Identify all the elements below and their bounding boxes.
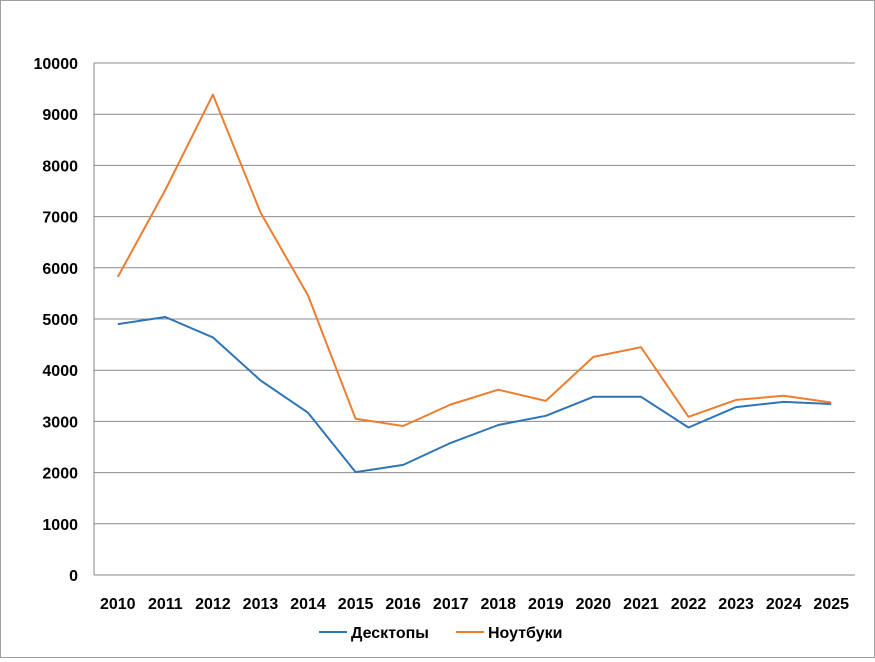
series-line-desktops bbox=[117, 316, 832, 474]
y-tick-label: 8000 bbox=[42, 158, 78, 175]
x-tick-label: 2019 bbox=[528, 596, 564, 613]
legend-label-desktops: Десктопы bbox=[351, 625, 429, 642]
x-axis-ticks: 2010 2011 2012 2013 2014 2015 2016 2017 2018 2019… bbox=[100, 596, 849, 613]
x-tick-label: 2023 bbox=[718, 596, 754, 613]
x-tick-label: 2021 bbox=[623, 596, 659, 613]
x-tick-label: 2022 bbox=[671, 596, 707, 613]
x-tick-label: 2024 bbox=[766, 596, 802, 613]
x-tick-label: 2013 bbox=[243, 596, 279, 613]
x-tick-label: 2010 bbox=[100, 596, 136, 613]
gridlines bbox=[93, 62, 855, 576]
y-tick-label: 0 bbox=[69, 568, 78, 585]
x-tick-label: 2012 bbox=[195, 596, 231, 613]
x-tick-label: 2016 bbox=[385, 596, 421, 613]
x-tick-label: 2015 bbox=[338, 596, 374, 613]
y-tick-label: 3000 bbox=[42, 414, 78, 431]
legend-label-laptops: Ноутбуки bbox=[488, 625, 562, 642]
legend: Десктопы Ноутбуки bbox=[319, 625, 562, 642]
y-tick-label: 9000 bbox=[42, 107, 78, 124]
x-tick-label: 2020 bbox=[576, 596, 612, 613]
y-tick-label: 1000 bbox=[42, 517, 78, 534]
series-lines bbox=[116, 93, 832, 474]
x-tick-label: 2017 bbox=[433, 596, 469, 613]
y-tick-label: 6000 bbox=[42, 261, 78, 278]
x-tick-label: 2011 bbox=[148, 596, 183, 613]
x-tick-label: 2014 bbox=[290, 596, 326, 613]
y-axis-ticks: 0 1000 2000 3000 4000 5000 6000 7000 8000 9000 100… bbox=[34, 56, 79, 585]
y-tick-label: 7000 bbox=[42, 210, 78, 227]
y-tick-label: 2000 bbox=[42, 466, 78, 483]
y-tick-label: 10000 bbox=[34, 56, 79, 73]
x-tick-label: 2025 bbox=[813, 596, 849, 613]
y-tick-label: 5000 bbox=[42, 312, 78, 329]
y-tick-label: 4000 bbox=[42, 363, 78, 380]
series-line-laptops bbox=[116, 93, 832, 427]
x-tick-label: 2018 bbox=[480, 596, 516, 613]
